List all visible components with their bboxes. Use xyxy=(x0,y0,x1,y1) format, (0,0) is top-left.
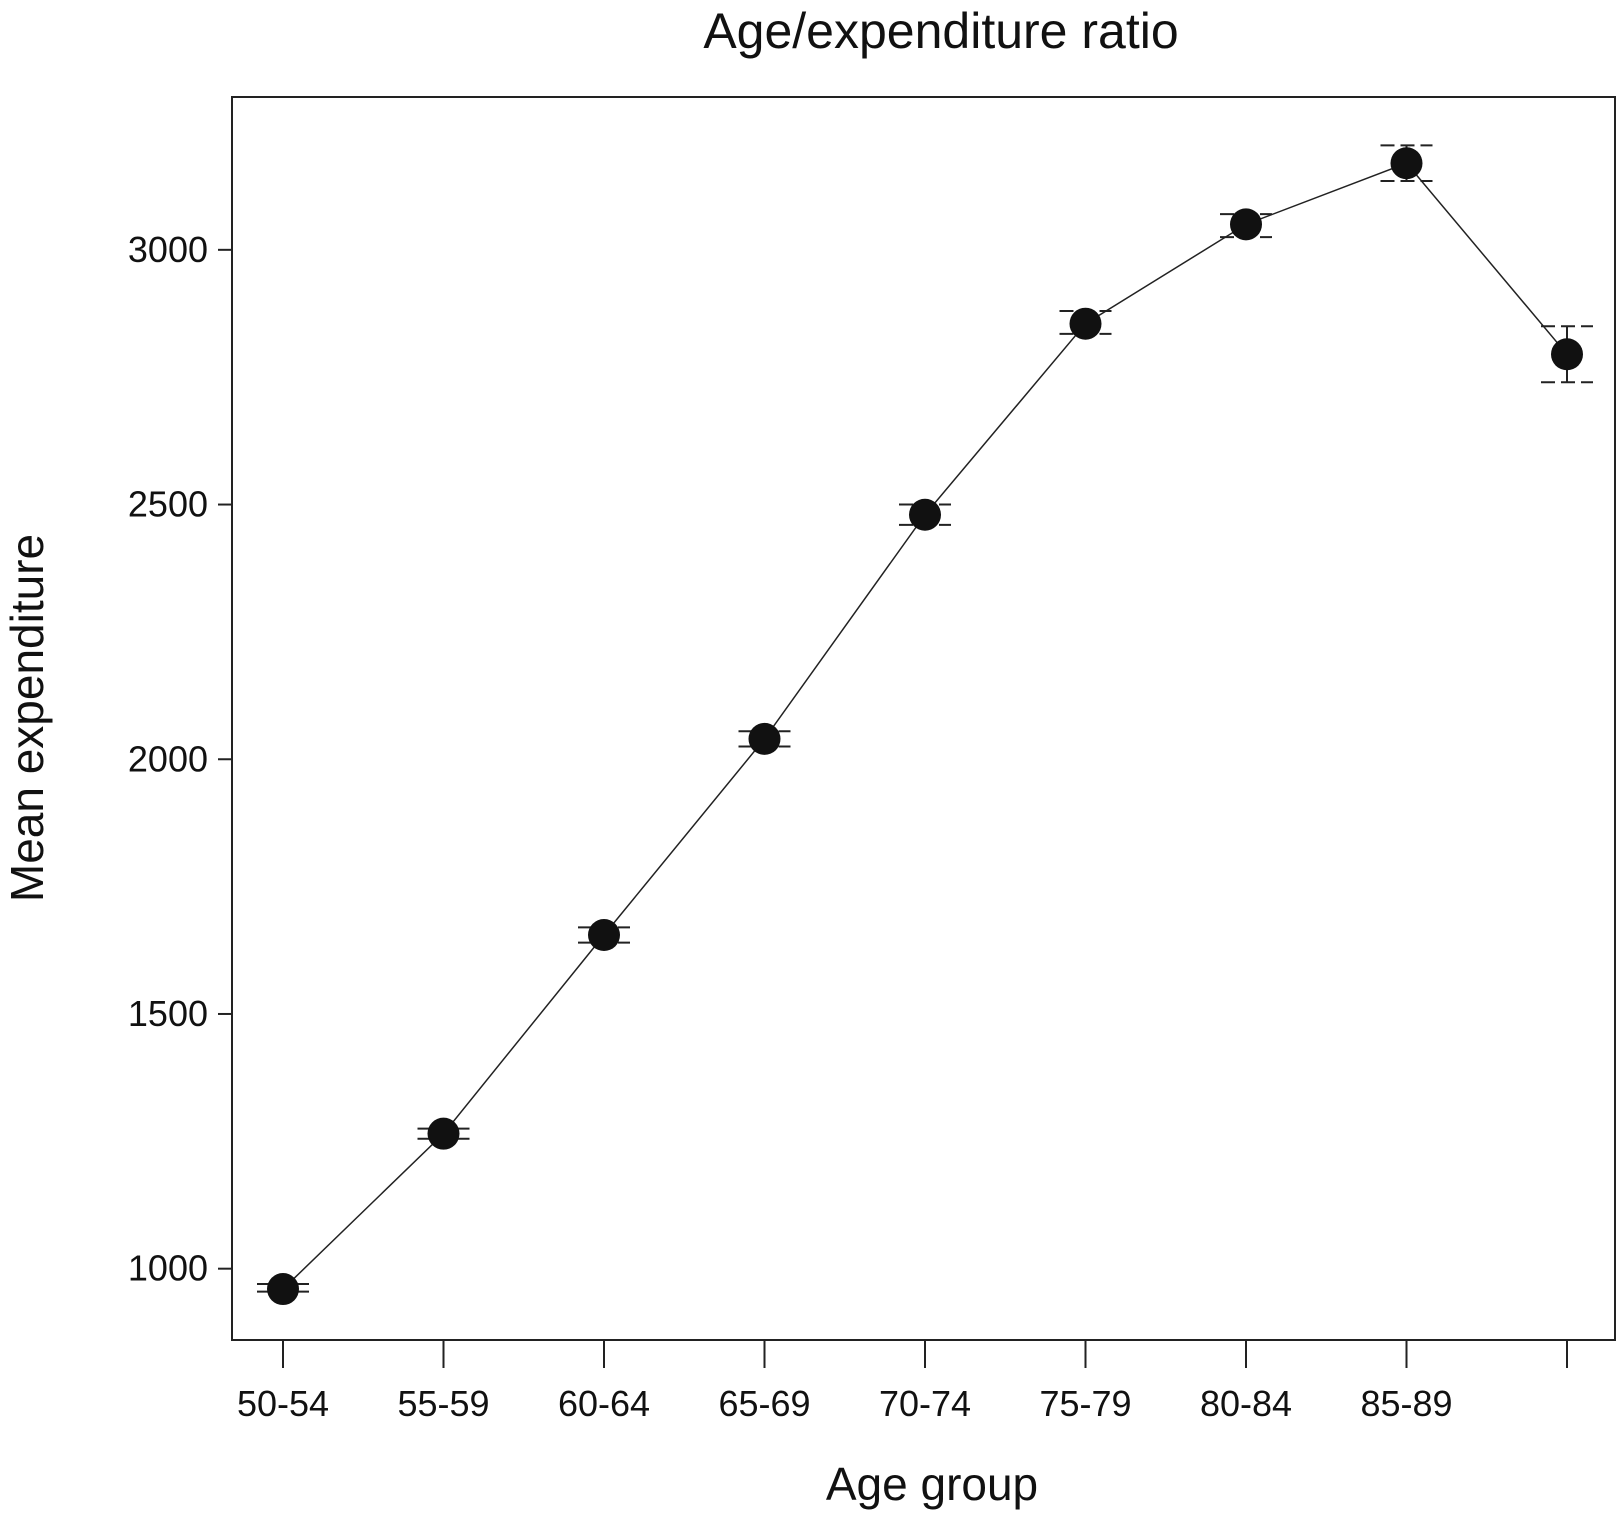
y-axis: 1000 1500 2000 2500 3000 xyxy=(128,229,232,1289)
plot-frame xyxy=(231,96,1616,1341)
data-point-2 xyxy=(588,919,620,952)
x-axis-label: Age group xyxy=(826,1458,1038,1510)
data-point-5 xyxy=(1069,307,1102,340)
y-axis-label: Mean expenditure xyxy=(1,534,53,902)
y-tick-label-1: 1500 xyxy=(128,993,208,1034)
data-point-0 xyxy=(267,1273,299,1306)
x-tick-label-7: 85-89 xyxy=(1360,1383,1452,1424)
x-tick-label-2: 60-64 xyxy=(558,1383,650,1424)
data-point-8 xyxy=(1551,338,1583,371)
x-tick-label-1: 55-59 xyxy=(397,1383,489,1424)
data-point-7 xyxy=(1390,147,1423,180)
chart-title: Age/expenditure ratio xyxy=(703,3,1178,59)
x-tick-label-3: 65-69 xyxy=(718,1383,810,1424)
x-tick-label-5: 75-79 xyxy=(1039,1383,1131,1424)
x-tick-label-0: 50-54 xyxy=(237,1383,329,1424)
series-line xyxy=(282,162,1568,1290)
y-tick-label-2: 2000 xyxy=(128,738,208,779)
y-tick-label-3: 2500 xyxy=(128,484,208,525)
y-tick-label-4: 3000 xyxy=(128,229,208,270)
data-point-1 xyxy=(427,1117,460,1150)
data-point-3 xyxy=(748,722,781,755)
x-tick-label-4: 70-74 xyxy=(879,1383,971,1424)
error-bars xyxy=(257,144,1593,1293)
data-point-6 xyxy=(1230,208,1262,241)
y-tick-label-0: 1000 xyxy=(128,1248,208,1289)
x-tick-label-6: 80-84 xyxy=(1200,1383,1292,1424)
data-point-4 xyxy=(909,498,941,531)
x-axis: 50-54 55-59 60-64 65-69 70-74 75-79 80-84 85-89 xyxy=(237,1340,1568,1424)
data-points xyxy=(267,147,1583,1306)
